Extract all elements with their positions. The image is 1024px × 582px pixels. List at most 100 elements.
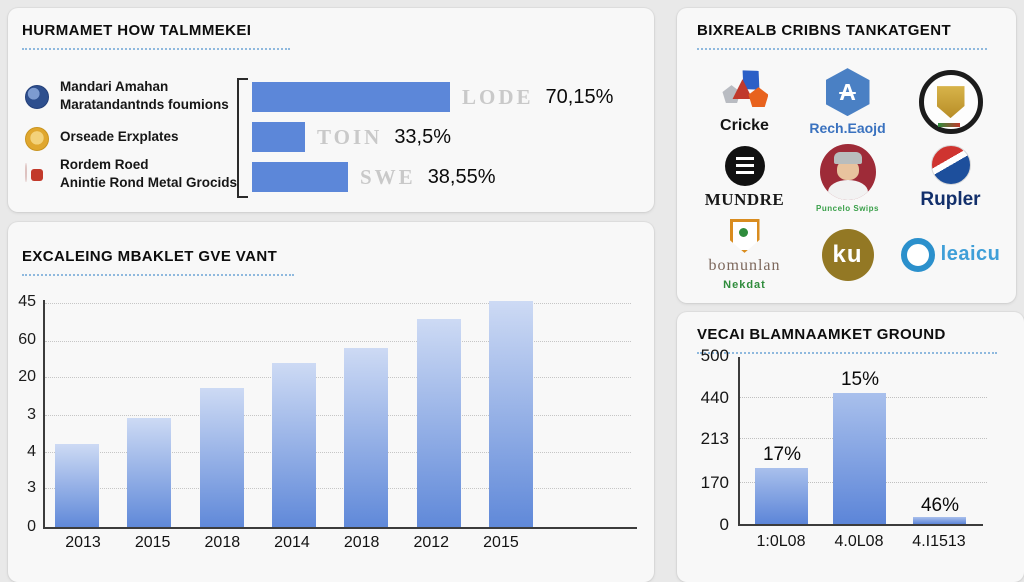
tiger-badge-icon: [918, 70, 983, 135]
panel-title: EXCALEING MBAKLET GVE VANT: [22, 248, 278, 265]
bar-value-label: 17%: [762, 444, 802, 465]
x-axis-labels: 2013 2015 2018 2014 2018 2012 2015: [53, 534, 531, 552]
label-line: Rordem Roed: [60, 157, 149, 172]
x-axis-tick: 2018: [204, 534, 241, 551]
gridline: [45, 415, 631, 416]
hexagon-a-icon: A: [825, 68, 870, 117]
bar: [416, 319, 461, 527]
crest-icon: [729, 218, 760, 253]
y-axis-tick: 440: [700, 388, 729, 407]
x-axis-tick: 1:0L08: [756, 533, 806, 550]
x-axis-tick: 4.0L08: [834, 533, 884, 550]
cricke-shapes-icon: [720, 69, 769, 113]
y-axis-tick: 3: [27, 479, 36, 496]
bar-watermark: SWE: [360, 164, 416, 189]
bar: [488, 301, 533, 527]
bar: [199, 388, 244, 527]
horizontal-bar: [252, 122, 305, 152]
y-axis: [738, 357, 740, 524]
y-axis-tick: 45: [18, 293, 36, 310]
bar-value: 33,5%: [394, 125, 452, 148]
bar: [344, 348, 389, 527]
plot-area: [43, 300, 637, 529]
panel-horizontal-bar-chart: HURMAMET HOW TALMMEKEI Mandari Amahan Ma…: [8, 8, 654, 212]
x-axis-tick: 2014: [274, 534, 310, 551]
horizontal-bar: [252, 82, 450, 112]
bar: [833, 393, 886, 524]
bar-value-label: 46%: [920, 495, 960, 516]
x-axis-tick: 2015: [483, 534, 519, 551]
logo-caption: leaicu: [940, 243, 1001, 266]
bar: [271, 363, 316, 527]
title-underline: [22, 48, 290, 50]
y-axis-tick: 500: [700, 346, 729, 365]
gridline: [45, 377, 631, 378]
title-underline: [22, 274, 294, 276]
bar: [127, 418, 172, 527]
panel-small-bar-chart: VECAI BLAMNAAMKET GROUND 500 440 213 170…: [677, 312, 1024, 582]
axis-bracket: [237, 78, 248, 198]
gridline: [45, 341, 631, 342]
gridline: [45, 488, 631, 489]
bar-row: TOIN 33,5%: [252, 122, 451, 152]
bar-row-label: Orseade Erxplates: [60, 128, 248, 146]
logo-grid: Cricke A Rech.Eaojd MUNDRE Puncelo Swips…: [693, 64, 1002, 293]
bar-watermark: LODE: [462, 84, 534, 109]
logo-mundre: MUNDRE: [705, 146, 785, 210]
y-axis-tick: 3: [27, 406, 36, 423]
bar: [755, 468, 808, 524]
bar-row: SWE 38,55%: [252, 162, 496, 192]
ku-circle-icon: ku: [821, 228, 874, 281]
bar-row-label: Mandari Amahan Maratandantnds foumions: [60, 78, 248, 113]
panel-vertical-bar-chart: EXCALEING MBAKLET GVE VANT 45 60 20 3 4 …: [8, 222, 654, 582]
logo-bomunlan: bomunlan Nekdat: [708, 218, 781, 291]
label-line: Mandari Amahan: [60, 79, 169, 94]
bar-value-label: 15%: [840, 369, 880, 390]
ring-icon: [900, 237, 935, 272]
bar-row-label: Rordem Roed Anintie Rond Metal Grocids: [60, 156, 248, 191]
x-axis-tick: 2015: [134, 534, 171, 551]
label-line: Orseade Erxplates: [60, 129, 179, 144]
y-axis-tick: 0: [719, 515, 729, 534]
person-avatar-icon: [819, 143, 876, 200]
x-axis-tick: 4.I1513: [912, 533, 966, 550]
bar-row: LODE 70,15%: [252, 82, 613, 112]
logo-rech-eaojd: A Rech.Eaojd: [809, 68, 886, 137]
panel-title: HURMAMET HOW TALMMEKEI: [22, 22, 252, 39]
logo-subcaption: Nekdat: [723, 278, 766, 291]
bar-series: [55, 301, 533, 527]
x-axis-tick: 2012: [413, 534, 450, 551]
panel-title: BIXREALB CRIBNS TANKATGENT: [697, 22, 952, 39]
gridline: [45, 303, 631, 304]
logo-caption: MUNDRE: [704, 190, 785, 210]
horizontal-bar: [252, 162, 348, 192]
y-axis-tick: 4: [27, 443, 36, 460]
panel-title: VECAI BLAMNAAMKET GROUND: [697, 326, 946, 343]
y-axis-tick: 213: [700, 429, 729, 448]
x-axis-tick: 2018: [343, 534, 380, 551]
logo-oleaicu: leaicu: [900, 237, 1001, 272]
x-axis: [738, 524, 983, 526]
label-line: Anintie Rond Metal Grocids: [60, 174, 238, 190]
bar: [55, 444, 99, 527]
stripe-circle-icon: [724, 146, 765, 187]
title-underline: [697, 352, 997, 354]
logo-rupler: Rupler: [920, 145, 981, 211]
y-axis-tick: 0: [27, 518, 36, 535]
label-line: Maratandantnds foumions: [60, 96, 229, 112]
logo-caption: bomunlan: [708, 256, 781, 274]
bar-value: 70,15%: [545, 85, 614, 108]
logo-caption: Puncelo Swips: [816, 203, 879, 213]
x-axis-tick: 2013: [65, 534, 101, 551]
globe-icon: [25, 85, 49, 109]
title-underline: [697, 48, 987, 50]
logo-caption: Rech.Eaojd: [809, 120, 886, 137]
logo-ku: ku: [821, 228, 874, 281]
swoosh-circle-icon: [930, 145, 971, 186]
panel-logo-grid: BIXREALB CRIBNS TANKATGENT Cricke A Rech…: [677, 8, 1016, 303]
bar-watermark: TOIN: [317, 124, 383, 149]
gridline: [45, 452, 631, 453]
medal-icon: [25, 163, 27, 182]
logo-caption: Rupler: [920, 189, 981, 211]
logo-avatar: Puncelo Swips: [816, 143, 879, 213]
